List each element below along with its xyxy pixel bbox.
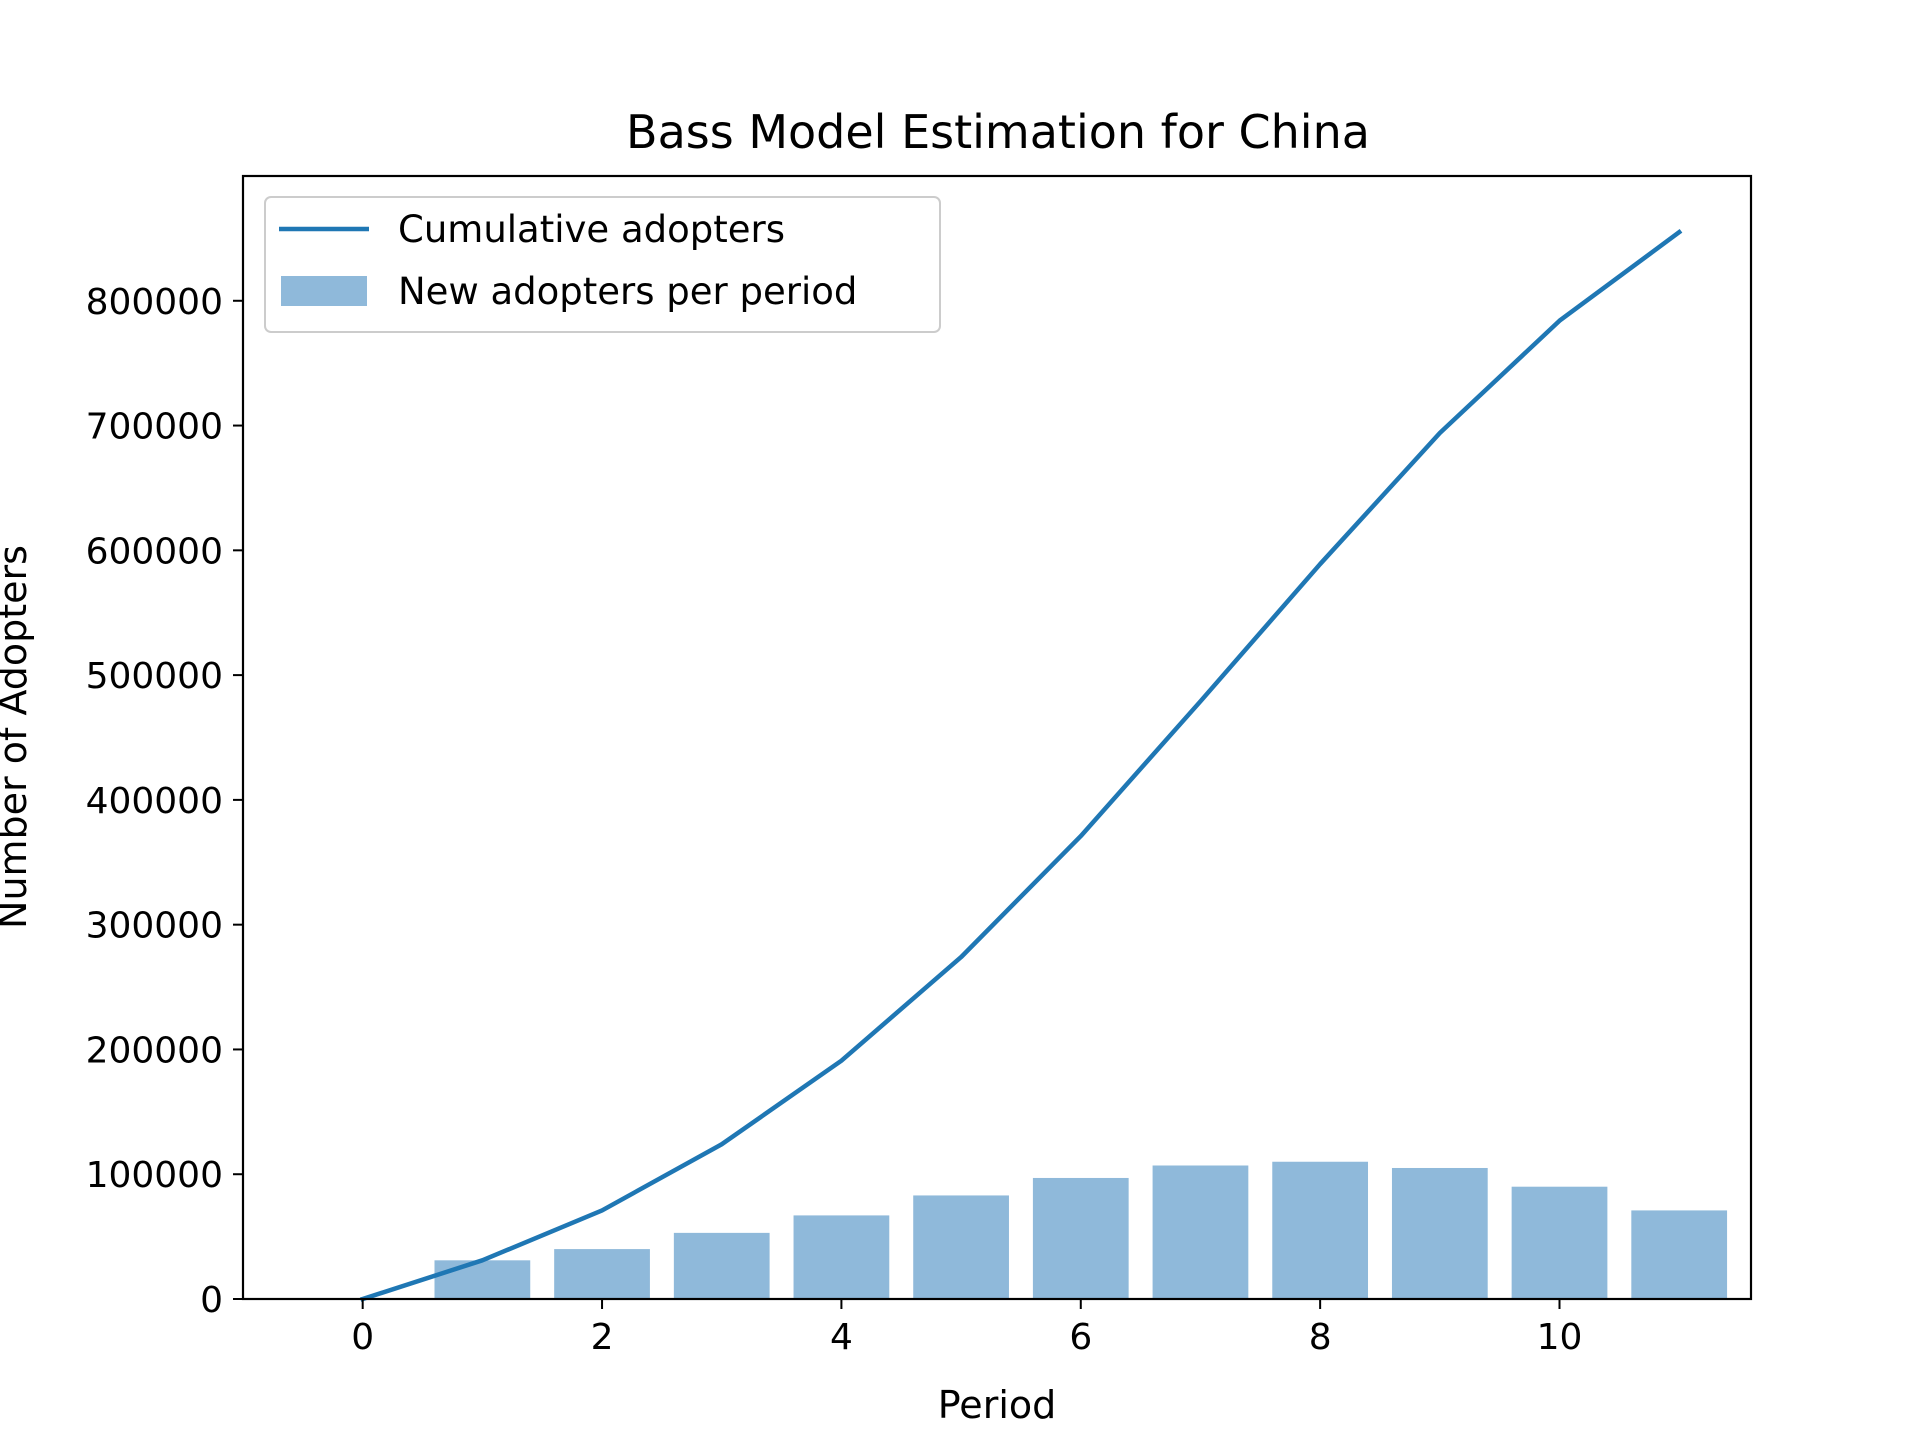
plot-area-frame (241, 174, 1753, 1301)
bar-period-5 (913, 1195, 1009, 1299)
bar-period-9 (1391, 1167, 1488, 1299)
bar-period-6 (1032, 1177, 1129, 1299)
bar-period-1 (434, 1260, 531, 1299)
x-tick-label: 6 (1069, 1317, 1092, 1358)
y-tick-label: 0 (200, 1280, 223, 1321)
y-axis-ticks: 0 100000 200000 300000 400000 500000 600000 700… (86, 282, 243, 1321)
bar-period-3 (673, 1232, 770, 1299)
chart-title: Bass Model Estimation for China (626, 105, 1370, 159)
x-tick-label: 10 (1537, 1317, 1583, 1358)
y-tick-label: 200000 (86, 1030, 223, 1071)
legend-swatch-bar (281, 276, 367, 306)
x-tick-label: 4 (830, 1317, 853, 1358)
bar-period-8 (1272, 1161, 1369, 1299)
y-axis-label: Number of Adopters (0, 545, 35, 929)
x-tick-label: 8 (1309, 1317, 1332, 1358)
y-tick-label: 500000 (86, 656, 223, 697)
y-tick-label: 800000 (86, 282, 223, 323)
bar-period-11 (1631, 1210, 1728, 1299)
x-tick-label: 0 (351, 1317, 374, 1358)
y-tick-label: 300000 (86, 906, 223, 947)
legend: Cumulative adopters New adopters per per… (264, 196, 941, 333)
y-tick-label: 100000 (86, 1155, 223, 1196)
bar-period-10 (1511, 1186, 1608, 1299)
legend-label-cumulative: Cumulative adopters (398, 208, 785, 251)
legend-box (264, 196, 941, 333)
x-axis-label: Period (938, 1383, 1057, 1427)
cumulative-line (359, 229, 1683, 1302)
x-axis-ticks: 0 2 4 6 8 10 (351, 1299, 1582, 1358)
y-tick-label: 400000 (86, 781, 223, 822)
line-series-cumulative-adopters (359, 229, 1683, 1302)
bar-period-4 (793, 1215, 890, 1299)
legend-label-new: New adopters per period (398, 270, 857, 313)
x-tick-label: 2 (591, 1317, 614, 1358)
bar-period-2 (554, 1249, 650, 1299)
bar-period-7 (1152, 1165, 1249, 1299)
y-tick-label: 700000 (86, 407, 223, 448)
y-tick-label: 600000 (86, 531, 223, 572)
bar-series-new-adopters (434, 1161, 1728, 1299)
